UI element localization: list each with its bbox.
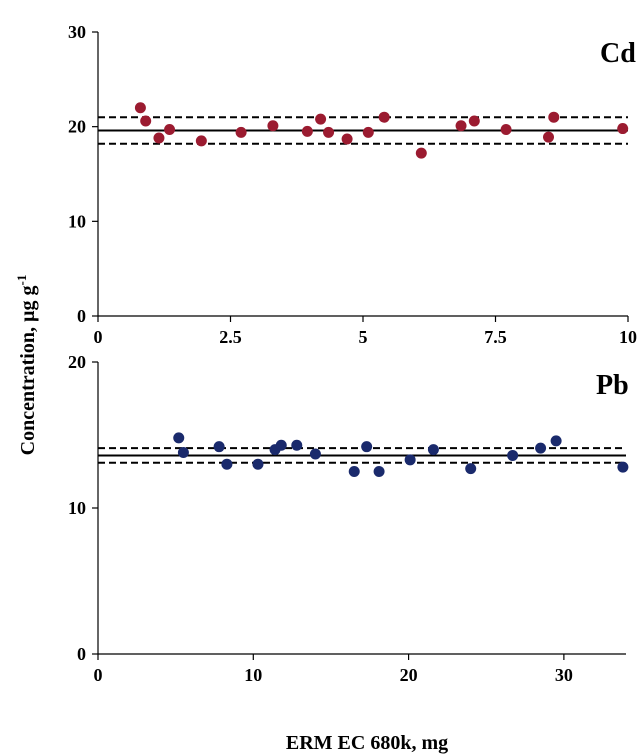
panel-0-data-point bbox=[500, 124, 512, 136]
panel-0-data-point bbox=[378, 111, 390, 123]
panel-0-data-point bbox=[362, 126, 374, 138]
panel-0-data-point bbox=[164, 124, 176, 136]
panel-0-data-point bbox=[134, 102, 146, 114]
panel-1-data-point bbox=[404, 454, 416, 466]
panel-0-element-label: Cd bbox=[600, 38, 636, 69]
panel-1-data-point bbox=[221, 458, 233, 470]
panel-0-x-tick-label: 2.5 bbox=[219, 327, 242, 347]
panel-0-data-point bbox=[323, 126, 335, 138]
panel-0-y-tick-label: 30 bbox=[68, 22, 86, 42]
panel-0-data-point bbox=[341, 133, 353, 145]
panel-1-y-tick-label: 10 bbox=[68, 498, 86, 518]
panel-1-data-point bbox=[550, 435, 562, 447]
panel-0-y-tick-label: 0 bbox=[77, 306, 86, 326]
panel-1-x-tick-label: 30 bbox=[555, 665, 573, 685]
panel-1-y-tick-label: 0 bbox=[77, 644, 86, 664]
panel-1-x-tick-label: 10 bbox=[244, 665, 262, 685]
panel-1-x-tick-label: 20 bbox=[400, 665, 418, 685]
panel-1-x-tick-label: 0 bbox=[94, 665, 103, 685]
panel-1-element-label: Pb bbox=[596, 370, 629, 401]
panel-0-data-point bbox=[468, 115, 480, 127]
panel-0-data-point bbox=[140, 115, 152, 127]
panel-1-data-point bbox=[361, 441, 373, 453]
panel-0-data-point bbox=[617, 123, 629, 135]
panel-0-x-tick-label: 5 bbox=[359, 327, 368, 347]
panel-0-x-tick-label: 10 bbox=[619, 327, 637, 347]
panel-0-data-point bbox=[415, 147, 427, 159]
panel-0-data-point bbox=[267, 120, 279, 132]
pb-panel: 0 10 20 0 10 20 30 Pb bbox=[68, 352, 629, 685]
panel-0-data-point bbox=[301, 125, 313, 137]
panel-1-data-point bbox=[291, 439, 303, 451]
panel-0-data-point bbox=[548, 111, 560, 123]
panel-0-y-tick-label: 10 bbox=[68, 211, 86, 231]
panel-1-data-point bbox=[373, 466, 385, 477]
panel-1-data-point bbox=[275, 439, 287, 451]
panel-1-data-point bbox=[213, 441, 225, 453]
panel-0-x-tick-label: 7.5 bbox=[484, 327, 507, 347]
panel-1-data-point bbox=[348, 466, 360, 477]
panel-1-data-point bbox=[427, 444, 439, 456]
panel-1-data-point bbox=[617, 461, 629, 473]
panel-1-data-point bbox=[507, 449, 519, 461]
cd-panel: 0 10 20 30 0 2.5 5 7.5 10 Cd bbox=[68, 22, 637, 347]
panel-1-data-point bbox=[535, 442, 547, 454]
panel-0-x-tick-label: 0 bbox=[94, 327, 103, 347]
panel-0-y-tick-label: 20 bbox=[68, 117, 86, 137]
panel-1-data-point bbox=[465, 463, 477, 475]
panel-1-y-tick-label: 20 bbox=[68, 352, 86, 372]
x-axis-label: ERM EC 680k, mg bbox=[286, 732, 448, 754]
panel-1-data-point bbox=[173, 432, 185, 444]
panel-1-data-point bbox=[309, 448, 321, 460]
panel-0-data-point bbox=[315, 113, 327, 125]
panel-0-data-point bbox=[235, 126, 247, 138]
y-axis-label: Concentration, µg g-1 bbox=[14, 275, 39, 456]
panel-0-data-point bbox=[455, 120, 467, 132]
panel-1-data-point bbox=[177, 447, 189, 459]
panel-0-data-point bbox=[543, 131, 554, 143]
panel-0-data-point bbox=[195, 135, 207, 147]
panel-1-data-point bbox=[252, 458, 264, 470]
panel-0-data-point bbox=[153, 132, 165, 144]
